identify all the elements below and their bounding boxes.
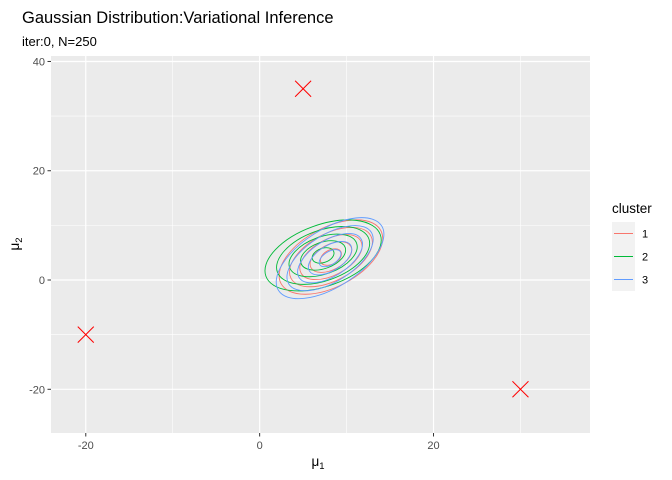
x-tick-label: 0	[257, 440, 263, 452]
contour-cluster-2	[311, 247, 335, 264]
contour-cluster-2	[264, 219, 382, 292]
chart-title: Gaussian Distribution:Variational Infere…	[22, 9, 334, 27]
y-axis-subscript: 2	[14, 237, 25, 242]
true-mean-layer	[77, 80, 529, 398]
tick-layer: -20 0 20 -20 0 20 40	[29, 56, 440, 452]
true-mean-marker	[512, 380, 529, 398]
chart-subtitle: iter:0, N=250	[22, 34, 97, 49]
true-mean-stroke	[512, 380, 529, 398]
legend-item-3: 3	[612, 268, 648, 291]
contour-cluster-3	[286, 225, 374, 292]
legend-label: 1	[642, 229, 648, 241]
y-axis-symbol: μ	[7, 243, 22, 251]
contour-layer	[264, 217, 385, 300]
x-tick-label: -20	[78, 440, 94, 452]
contour-cluster-2	[300, 240, 347, 271]
y-axis-title: μ2	[7, 237, 25, 250]
contour-cluster-1	[299, 234, 363, 281]
true-mean-marker	[77, 326, 95, 344]
legend-item-1: 1	[612, 222, 648, 245]
plot-panel	[51, 56, 590, 433]
y-tick-label: -20	[29, 384, 45, 396]
legend-label: 2	[642, 252, 648, 264]
true-mean-marker	[294, 80, 312, 98]
x-tick-label: 20	[427, 440, 439, 452]
legend-item-2: 2	[612, 245, 648, 268]
grid-major	[51, 56, 590, 433]
legend-title: cluster	[612, 201, 652, 216]
grid-minor	[51, 56, 590, 433]
y-tick-label: 20	[33, 166, 45, 178]
true-mean-stroke	[77, 326, 95, 344]
contour-cluster-3	[275, 217, 385, 300]
legend-label: 3	[642, 275, 648, 287]
y-tick-label: 0	[39, 275, 45, 287]
contour-cluster-3	[318, 249, 342, 268]
contour-cluster-3	[307, 240, 353, 276]
y-tick-label: 40	[33, 56, 45, 68]
contour-cluster-3	[297, 233, 363, 284]
legend: cluster 1 2 3	[612, 201, 652, 291]
true-mean-stroke	[294, 80, 312, 98]
x-axis-subscript: 1	[319, 461, 324, 472]
x-axis-title: μ1	[311, 454, 324, 472]
contour-cluster-2	[276, 226, 371, 285]
x-axis-symbol: μ	[311, 454, 319, 469]
